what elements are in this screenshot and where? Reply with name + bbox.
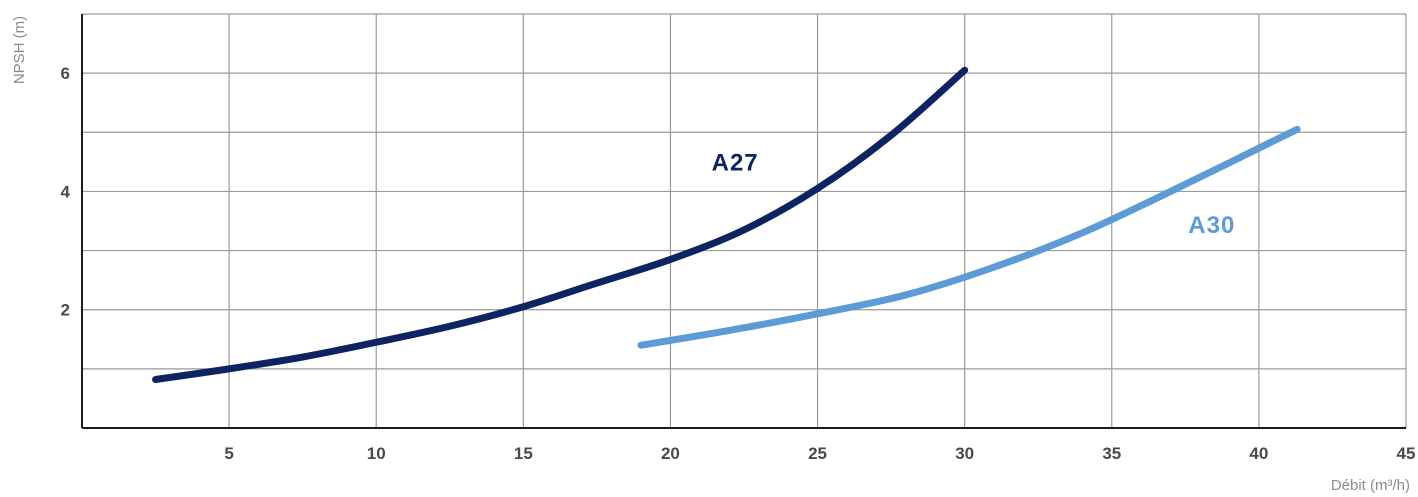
x-tick-label: 10 bbox=[367, 444, 386, 463]
y-tick-label: 6 bbox=[61, 64, 70, 83]
y-tick-label: 2 bbox=[61, 301, 70, 320]
x-tick-label: 35 bbox=[1102, 444, 1121, 463]
series-label-a30: A30 bbox=[1188, 212, 1235, 239]
series-group bbox=[152, 66, 1301, 383]
x-tick-label: 40 bbox=[1249, 444, 1268, 463]
series-line-a30 bbox=[637, 125, 1301, 349]
y-axis-title: NPSH (m) bbox=[11, 16, 28, 84]
grid bbox=[82, 13, 1407, 428]
y-tick-label: 4 bbox=[61, 182, 71, 201]
x-tick-label: 45 bbox=[1397, 444, 1416, 463]
x-tick-label: 15 bbox=[514, 444, 533, 463]
x-axis-title: Débit (m³/h) bbox=[1331, 477, 1410, 494]
x-tick-labels: 5 10 15 20 25 30 35 40 45 bbox=[224, 444, 1415, 463]
y-tick-labels: 2 4 6 bbox=[61, 64, 71, 320]
series-line-a27 bbox=[152, 66, 969, 383]
x-tick-label: 25 bbox=[808, 444, 827, 463]
axes bbox=[81, 14, 1406, 429]
x-tick-label: 20 bbox=[661, 444, 680, 463]
x-tick-label: 30 bbox=[955, 444, 974, 463]
series-label-a27: A27 bbox=[712, 150, 759, 177]
x-tick-label: 5 bbox=[224, 444, 233, 463]
annotations: A27 A30 bbox=[712, 150, 1235, 239]
